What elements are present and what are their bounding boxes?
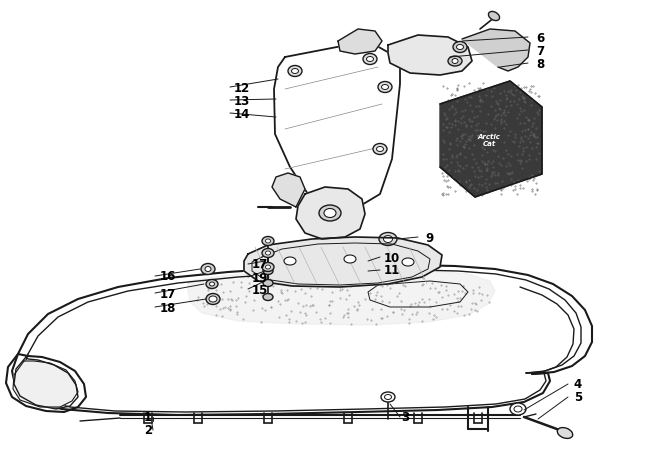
Ellipse shape	[344, 255, 356, 263]
Ellipse shape	[319, 206, 341, 222]
Ellipse shape	[456, 46, 463, 51]
Ellipse shape	[263, 280, 273, 287]
Ellipse shape	[288, 66, 302, 77]
Text: 12: 12	[234, 81, 250, 94]
Text: 14: 14	[234, 107, 250, 120]
Text: 6: 6	[536, 31, 544, 45]
Polygon shape	[188, 270, 495, 325]
Ellipse shape	[324, 209, 336, 218]
Text: 8: 8	[536, 57, 544, 71]
Ellipse shape	[265, 239, 270, 243]
Polygon shape	[296, 187, 365, 239]
Ellipse shape	[385, 394, 391, 399]
Polygon shape	[462, 30, 530, 72]
Ellipse shape	[379, 233, 397, 246]
Ellipse shape	[284, 258, 296, 265]
Ellipse shape	[262, 237, 274, 246]
Ellipse shape	[402, 258, 414, 267]
Text: 3: 3	[401, 410, 409, 424]
Ellipse shape	[291, 69, 298, 74]
Text: 19: 19	[252, 271, 268, 284]
Text: 9: 9	[426, 231, 434, 244]
Text: 4: 4	[574, 378, 582, 391]
Text: Arctic
Cat: Arctic Cat	[478, 133, 500, 146]
Polygon shape	[13, 361, 78, 407]
Text: 15: 15	[252, 283, 268, 296]
Ellipse shape	[488, 12, 500, 21]
Ellipse shape	[209, 296, 217, 302]
Polygon shape	[272, 174, 305, 207]
Polygon shape	[12, 265, 592, 415]
Ellipse shape	[265, 252, 270, 255]
Ellipse shape	[265, 265, 270, 269]
Ellipse shape	[363, 55, 377, 66]
Text: 1: 1	[144, 410, 152, 424]
Polygon shape	[6, 354, 86, 412]
Text: 17: 17	[252, 258, 268, 271]
Ellipse shape	[381, 392, 395, 402]
Text: 18: 18	[160, 301, 176, 314]
Ellipse shape	[382, 86, 389, 90]
Ellipse shape	[201, 264, 215, 275]
Ellipse shape	[209, 283, 215, 286]
Ellipse shape	[367, 57, 374, 62]
Ellipse shape	[453, 42, 467, 53]
Polygon shape	[440, 82, 542, 197]
Ellipse shape	[557, 428, 573, 439]
Ellipse shape	[452, 59, 458, 64]
Text: 10: 10	[384, 251, 400, 264]
Text: 17: 17	[160, 287, 176, 300]
Text: 7: 7	[536, 45, 544, 57]
Ellipse shape	[262, 249, 274, 258]
Polygon shape	[274, 42, 400, 210]
Ellipse shape	[514, 406, 522, 412]
Ellipse shape	[510, 403, 526, 415]
Ellipse shape	[205, 267, 211, 272]
Ellipse shape	[263, 294, 273, 301]
Ellipse shape	[262, 263, 274, 272]
Ellipse shape	[206, 294, 220, 305]
Ellipse shape	[291, 185, 298, 190]
Text: 13: 13	[234, 94, 250, 107]
Ellipse shape	[206, 280, 218, 289]
Ellipse shape	[448, 57, 462, 67]
Ellipse shape	[384, 236, 393, 243]
Ellipse shape	[376, 147, 384, 152]
Polygon shape	[388, 36, 472, 76]
Ellipse shape	[378, 82, 392, 93]
Polygon shape	[338, 30, 382, 55]
Text: 16: 16	[160, 270, 176, 283]
Text: 11: 11	[384, 264, 400, 277]
Ellipse shape	[263, 268, 273, 275]
Polygon shape	[244, 238, 442, 288]
Ellipse shape	[373, 144, 387, 155]
Text: 5: 5	[574, 391, 582, 404]
Text: 2: 2	[144, 424, 152, 436]
Ellipse shape	[288, 182, 302, 193]
